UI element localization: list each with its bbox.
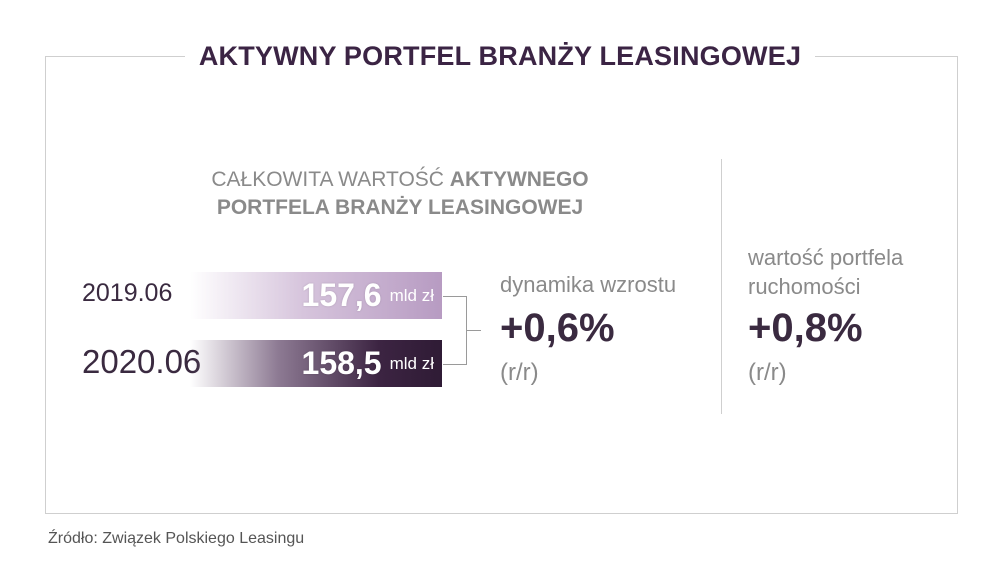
movables-label-line2: ruchomości [748, 274, 861, 299]
value-2020: 158,5 [301, 345, 382, 381]
period-2020: 2020.06 [82, 343, 202, 380]
movables-yoy: (r/r) [748, 359, 787, 386]
unit-2020: mld zł [389, 353, 434, 373]
bracket-connector [467, 330, 481, 331]
growth-value: +0,6% [500, 306, 615, 350]
section-divider [721, 159, 722, 414]
subtitle-bold-1: AKTYWNEGO [449, 168, 589, 191]
movables-label: wartość portfela ruchomości [748, 243, 903, 301]
value-bar-2019: 157,6 mld zł [190, 272, 442, 319]
unit-2019: mld zł [389, 285, 434, 305]
growth-yoy: (r/r) [500, 359, 539, 386]
comparison-bracket [443, 296, 467, 365]
value-bar-2020: 158,5 mld zł [190, 340, 442, 387]
subtitle-regular: CAŁKOWITA WARTOŚĆ [211, 168, 450, 191]
source-note: Źródło: Związek Polskiego Leasingu [48, 530, 305, 547]
growth-label: dynamika wzrostu [500, 272, 677, 297]
period-2019: 2019.06 [82, 279, 173, 307]
movables-label-line1: wartość portfela [748, 245, 904, 270]
value-2019: 157,6 [301, 277, 382, 313]
movables-value: +0,8% [748, 306, 863, 350]
subtitle: CAŁKOWITA WARTOŚĆ AKTYWNEGO PORTFELA BRA… [150, 166, 650, 222]
subtitle-bold-2: PORTFELA BRANŻY LEASINGOWEJ [216, 196, 584, 219]
